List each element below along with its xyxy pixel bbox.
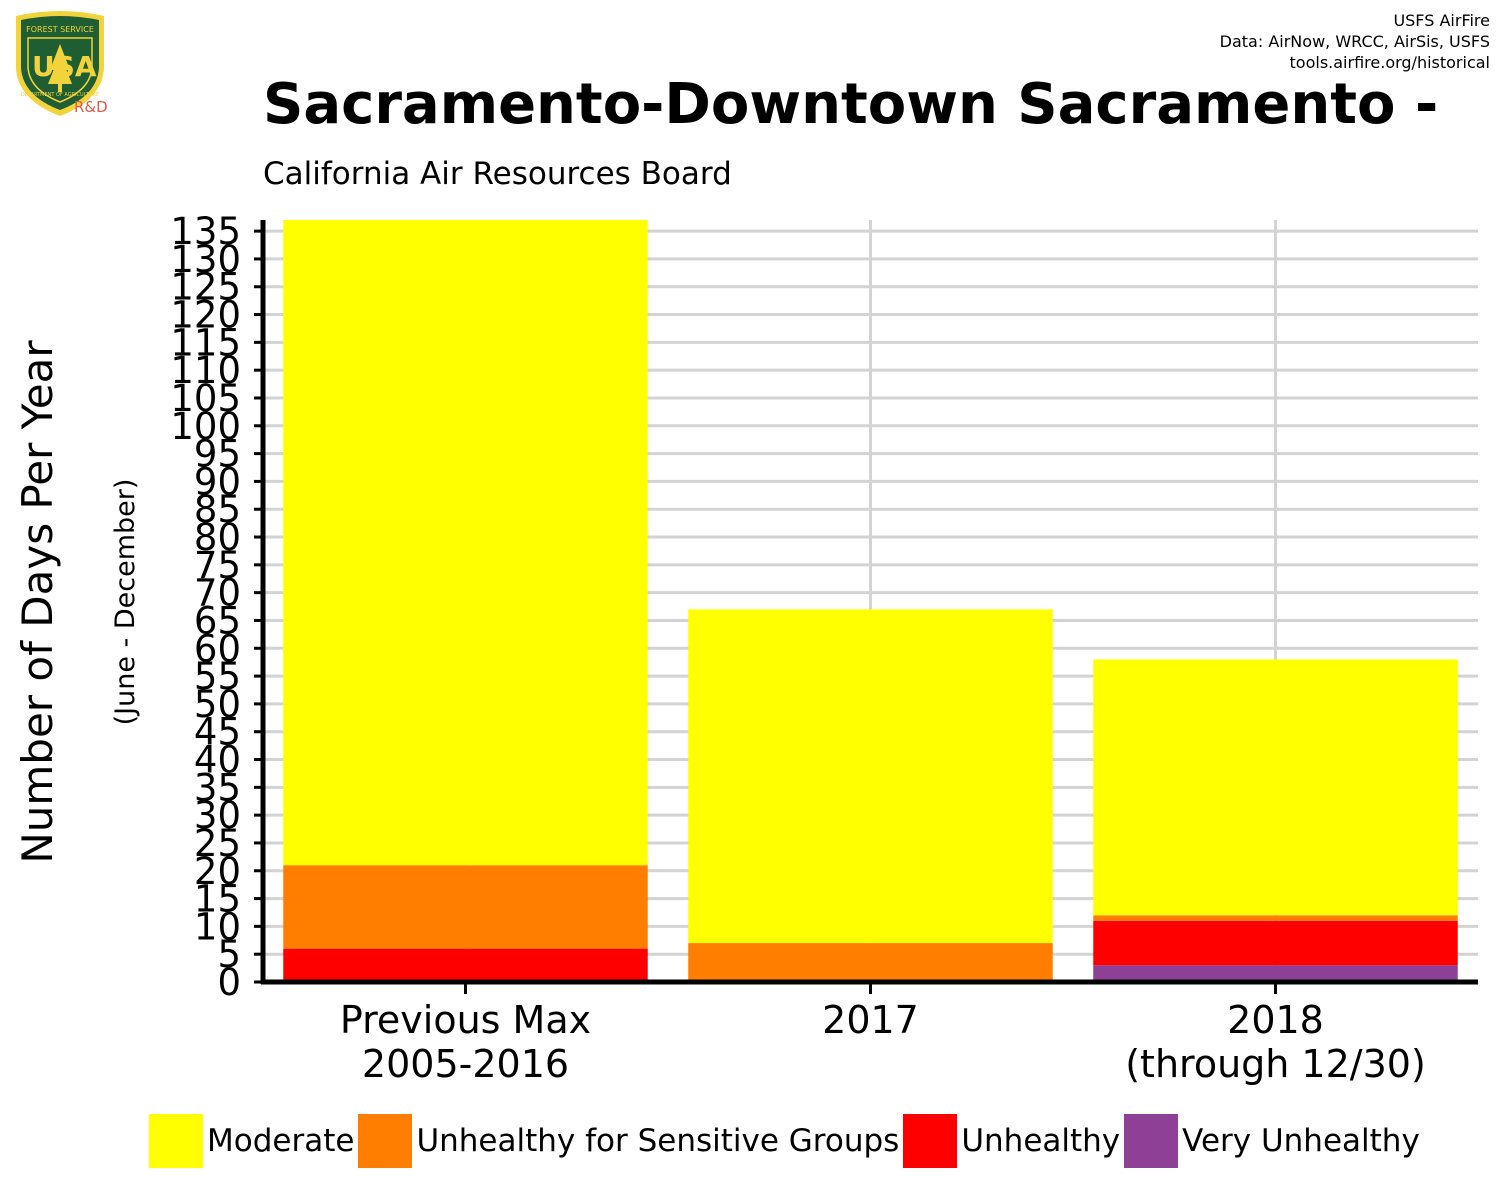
y-axis-label: Number of Days Per Year <box>13 340 62 864</box>
bar-segment-moderate <box>688 609 1053 944</box>
y-tick-label: 55 <box>194 655 241 698</box>
legend-swatch-moderate <box>149 1114 203 1168</box>
y-tick-label: 130 <box>170 238 241 281</box>
logo-top-text: FOREST SERVICE <box>26 25 94 34</box>
bar-segment-unhealthy-for-sensitive-groups <box>283 865 648 949</box>
x-tick-label: (through 12/30) <box>1125 1042 1426 1086</box>
legend-swatch-usg <box>358 1114 413 1168</box>
y-tick-label: 85 <box>194 488 241 531</box>
y-tick-label: 115 <box>170 321 241 364</box>
bars <box>283 220 1458 982</box>
x-tick-label: 2017 <box>822 998 919 1042</box>
bar-segment-unhealthy <box>1093 920 1458 966</box>
y-tick-label: 45 <box>194 711 241 754</box>
y-tick-label: 90 <box>194 460 241 503</box>
y-tick-label: 120 <box>170 294 241 337</box>
y-tick-label: 100 <box>170 405 241 448</box>
bar-segment-very-unhealthy <box>1093 965 1458 982</box>
legend-item-unhealthy: Unhealthy <box>903 1114 1124 1168</box>
x-tick-label: 2018 <box>1227 998 1324 1042</box>
x-tick-label: Previous Max <box>340 998 591 1042</box>
y-tick-label: 0 <box>217 961 241 1004</box>
y-tick-label: 25 <box>194 822 241 865</box>
y-tick-label: 20 <box>194 850 241 893</box>
bar-segment-unhealthy <box>283 948 648 982</box>
forest-service-logo: USA FOREST SERVICE DEPARTMENT OF AGRICUL… <box>8 8 112 120</box>
y-tick-label: 60 <box>194 627 241 670</box>
y-tick-label: 30 <box>194 794 241 837</box>
y-tick-label: 35 <box>194 766 241 809</box>
legend-label-usg: Unhealthy for Sensitive Groups <box>416 1123 900 1159</box>
y-tick-label: 15 <box>194 878 241 921</box>
y-tick-label: 110 <box>170 349 241 392</box>
bar-segment-moderate <box>283 220 648 866</box>
y-tick-label: 70 <box>194 572 241 615</box>
y-tick-label: 50 <box>194 683 241 726</box>
legend: Moderate Unhealthy for Sensitive Groups … <box>149 1114 1424 1168</box>
credit-line: tools.airfire.org/historical <box>1289 53 1490 72</box>
y-tick-label: 40 <box>194 739 241 782</box>
legend-label-unhealthy: Unhealthy <box>961 1123 1121 1159</box>
us-forest-service-shield-icon: USA FOREST SERVICE DEPARTMENT OF AGRICUL… <box>16 11 104 116</box>
y-tick-label: 10 <box>194 905 241 948</box>
y-tick-label: 75 <box>194 544 241 587</box>
logo-rd-tag: R&D <box>74 98 108 116</box>
y-tick-label: 105 <box>170 377 241 420</box>
bar-segment-unhealthy-for-sensitive-groups <box>1093 915 1458 921</box>
legend-label-very-unhealthy: Very Unhealthy <box>1182 1123 1420 1159</box>
bar-segment-moderate <box>1093 659 1458 916</box>
y-tick-label: 5 <box>217 933 241 976</box>
legend-swatch-very-unhealthy <box>1124 1114 1179 1168</box>
y-tick-label: 65 <box>194 599 241 642</box>
y-tick-label: 135 <box>170 210 241 253</box>
bar-segment-unhealthy-for-sensitive-groups <box>688 943 1053 982</box>
y-tick-label: 125 <box>170 266 241 309</box>
credits: USFS AirFire Data: AirNow, WRCC, AirSis,… <box>1220 10 1490 73</box>
chart-title: Sacramento-Downtown Sacramento - <box>263 72 1439 137</box>
credit-line: Data: AirNow, WRCC, AirSis, USFS <box>1219 32 1490 51</box>
legend-label-moderate: Moderate <box>207 1123 355 1159</box>
credit-line: USFS AirFire <box>1393 11 1490 30</box>
logo-bottom-text: DEPARTMENT OF AGRICULTURE <box>21 92 99 98</box>
y-tick-label: 95 <box>194 433 241 476</box>
y-tick-label: 80 <box>194 516 241 559</box>
legend-item-very-unhealthy: Very Unhealthy <box>1124 1114 1424 1168</box>
legend-item-moderate: Moderate <box>149 1114 358 1168</box>
y-ticks: 0510152025303540455055606570758085909510… <box>170 210 263 1004</box>
chart-subtitle: California Air Resources Board <box>263 156 732 192</box>
legend-swatch-unhealthy <box>903 1114 958 1168</box>
y-axis-sublabel: (June - December) <box>110 479 141 726</box>
legend-item-usg: Unhealthy for Sensitive Groups <box>358 1114 903 1168</box>
x-tick-label: 2005-2016 <box>362 1042 569 1086</box>
